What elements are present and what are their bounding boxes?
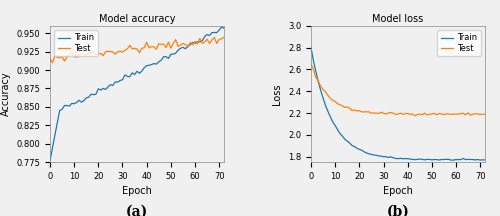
Y-axis label: Accuracy: Accuracy — [1, 72, 11, 116]
Text: (b): (b) — [386, 205, 409, 216]
Train — [197, 41, 203, 43]
Train — [86, 96, 91, 98]
Test — [366, 111, 372, 113]
Title: Model accuracy: Model accuracy — [99, 14, 176, 24]
Test — [50, 61, 56, 64]
Train — [395, 157, 401, 160]
X-axis label: Epoch: Epoch — [122, 186, 152, 196]
Line: Test: Test — [311, 64, 485, 116]
Train — [221, 27, 227, 29]
Train — [204, 33, 210, 36]
Train — [482, 159, 488, 161]
Legend: Train, Test: Train, Test — [438, 30, 481, 56]
Test — [212, 36, 218, 39]
Train — [346, 142, 352, 144]
Test — [456, 113, 462, 115]
Test — [482, 113, 488, 116]
Train — [308, 46, 314, 49]
Test — [468, 114, 473, 116]
Test — [308, 63, 314, 65]
Train — [448, 159, 454, 162]
Test — [47, 57, 53, 60]
Train — [134, 70, 140, 73]
Test — [206, 42, 212, 45]
Test — [108, 50, 114, 53]
Legend: Train, Test: Train, Test — [54, 30, 98, 56]
Line: Test: Test — [50, 37, 224, 63]
Y-axis label: Loss: Loss — [272, 83, 282, 105]
Test — [199, 42, 205, 44]
Line: Train: Train — [50, 27, 224, 160]
Train — [218, 26, 224, 28]
Test — [88, 52, 94, 55]
Train — [47, 159, 53, 162]
Train — [460, 157, 466, 160]
Train — [456, 158, 462, 161]
Train — [366, 152, 372, 155]
Train — [192, 42, 198, 45]
Test — [221, 36, 227, 39]
Train — [105, 86, 111, 88]
Title: Model loss: Model loss — [372, 14, 424, 24]
Text: (a): (a) — [126, 205, 148, 216]
Test — [194, 43, 200, 45]
Line: Train: Train — [311, 48, 485, 160]
Train — [468, 158, 473, 161]
Test — [346, 107, 352, 110]
Test — [136, 51, 142, 54]
Test — [395, 113, 401, 115]
X-axis label: Epoch: Epoch — [383, 186, 413, 196]
Test — [460, 112, 466, 114]
Test — [412, 114, 418, 117]
